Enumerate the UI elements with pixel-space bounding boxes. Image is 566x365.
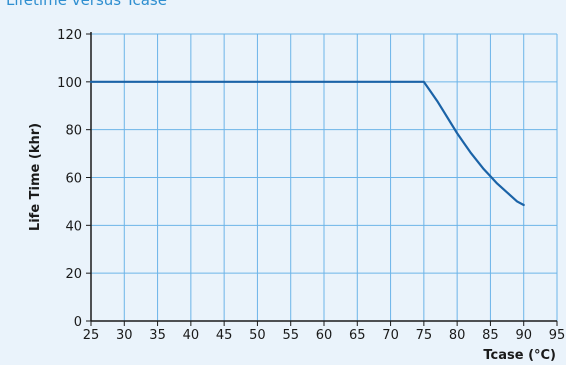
- x-tick-label: 25: [83, 328, 100, 343]
- y-tick-label: 40: [65, 219, 82, 234]
- x-tick-label: 50: [249, 328, 266, 343]
- y-tick-label: 0: [74, 315, 82, 330]
- chart-title: Lifetime versus Tcase: [6, 0, 167, 9]
- x-tick-label: 70: [382, 328, 399, 343]
- tick-labels: 25 30 35 40 45 50 55 60 65 70 75 80 85 90 95 0 20 40 60 80 1…: [57, 28, 565, 343]
- x-tick-label: 75: [416, 328, 433, 343]
- series-group: [89, 80, 525, 207]
- series-line: [89, 80, 525, 207]
- x-tick-label: 40: [183, 328, 200, 343]
- x-tick-label: 85: [482, 328, 499, 343]
- x-tick-label: 45: [216, 328, 233, 343]
- x-tick-label: 30: [116, 328, 133, 343]
- x-tick-label: 65: [349, 328, 366, 343]
- x-tick-label: 55: [282, 328, 299, 343]
- axes: [86, 32, 558, 326]
- x-tick-label: 95: [549, 328, 566, 343]
- x-tick-label: 60: [316, 328, 333, 343]
- y-tick-label: 100: [57, 76, 82, 91]
- y-tick-label: 60: [65, 172, 82, 187]
- y-tick-label: 20: [65, 267, 82, 282]
- x-tick-label: 90: [515, 328, 532, 343]
- y-tick-label: 120: [57, 28, 82, 43]
- x-tick-label: 35: [149, 328, 166, 343]
- y-axis-title: Life Time (khr): [28, 123, 43, 231]
- y-tick-label: 80: [65, 124, 82, 139]
- x-axis-title: Tcase (°C): [483, 348, 556, 363]
- x-tick-label: 80: [449, 328, 466, 343]
